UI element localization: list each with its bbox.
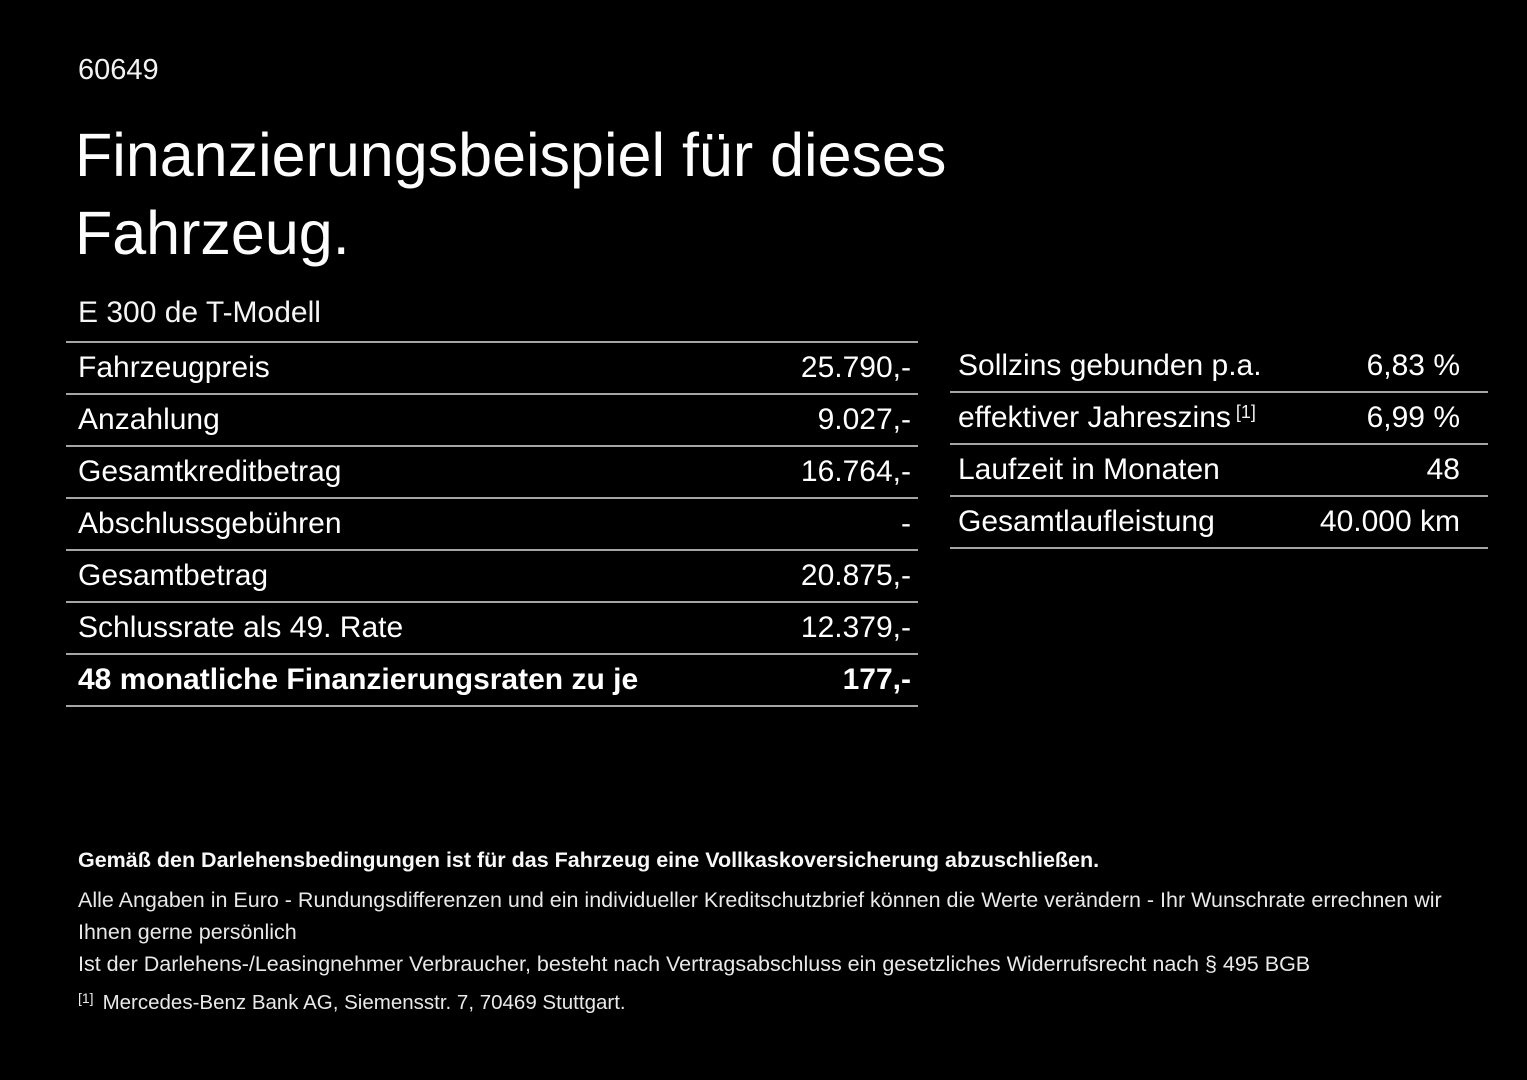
row-value: 16.764,- [800,455,911,488]
table-row-schlussrate: Schlussrate als 49. Rate 12.379,- [66,601,918,653]
row-label: Anzahlung [78,403,220,436]
row-value: 40.000 km [1319,505,1460,538]
rounding-note: Alle Angaben in Euro - Rundungsdifferenz… [78,888,1442,944]
table-row-anzahlung: Anzahlung 9.027,- [66,393,918,445]
table-row-monatsrate: 48 monatliche Finanzierungsraten zu je 1… [66,653,918,705]
row-label: Laufzeit in Monaten [958,453,1220,486]
row-value: - [901,507,911,540]
footnote-marker: [1] [78,990,94,1006]
table-row-gesamtkreditbetrag: Gesamtkreditbetrag 16.764,- [66,445,918,497]
row-label-text: effektiver Jahreszins [958,401,1231,434]
row-value: 177,- [842,663,911,696]
table-row-gesamtbetrag: Gesamtbetrag 20.875,- [66,549,918,601]
row-value: 25.790,- [800,351,911,384]
finance-table: Fahrzeugpreis 25.790,- Anzahlung 9.027,-… [66,341,918,707]
row-value: 20.875,- [800,559,911,592]
table-row-sollzins: Sollzins gebunden p.a. 6,83 % [950,341,1488,393]
insurance-note: Gemäß den Darlehensbedingungen ist für d… [78,848,1100,872]
row-label: Schlussrate als 49. Rate [78,611,404,644]
row-label: Sollzins gebunden p.a. [958,349,1262,382]
table-row-laufzeit: Laufzeit in Monaten 48 [950,445,1488,497]
withdrawal-right-note: Ist der Darlehens-/Leasingnehmer Verbrau… [78,952,1311,976]
row-label: Gesamtlaufleistung [958,505,1215,538]
row-label: Fahrzeugpreis [78,351,270,384]
row-value: 12.379,- [800,611,911,644]
row-label: effektiver Jahreszins [1] [958,401,1256,435]
page-title: Finanzierungsbeispiel für dieses Fahrzeu… [75,116,946,272]
table-row-fahrzeugpreis: Fahrzeugpreis 25.790,- [66,341,918,393]
footnote-text: Mercedes-Benz Bank AG, Siemensstr. 7, 70… [102,991,626,1014]
page-title-line-1: Finanzierungsbeispiel für dieses [75,121,947,189]
row-label: Gesamtkreditbetrag [78,455,342,488]
table-row-gesamtlaufleistung: Gesamtlaufleistung 40.000 km [950,497,1488,549]
row-value: 9.027,- [817,403,911,436]
terms-table: Sollzins gebunden p.a. 6,83 % effektiver… [950,341,1488,549]
row-value: 6,99 % [1366,401,1460,434]
row-value: 6,83 % [1366,349,1460,382]
offer-reference-number: 60649 [78,54,159,86]
footnote-reference-marker: [1] [1235,402,1256,422]
table-row-abschlussgebuehren: Abschlussgebühren - [66,497,918,549]
page-title-line-2: Fahrzeug. [75,199,350,267]
legal-footer: Gemäß den Darlehensbedingungen ist für d… [78,848,1468,1015]
row-label: 48 monatliche Finanzierungsraten zu je [78,663,639,696]
vehicle-model: E 300 de T-Modell [78,296,321,329]
table-row-effektiver-jahreszins: effektiver Jahreszins [1] 6,99 % [950,393,1488,445]
row-value: 48 [1426,453,1460,486]
bank-footnote: [1] Mercedes-Benz Bank AG, Siemensstr. 7,… [78,990,1468,1015]
row-label: Abschlussgebühren [78,507,342,540]
row-label: Gesamtbetrag [78,559,269,592]
